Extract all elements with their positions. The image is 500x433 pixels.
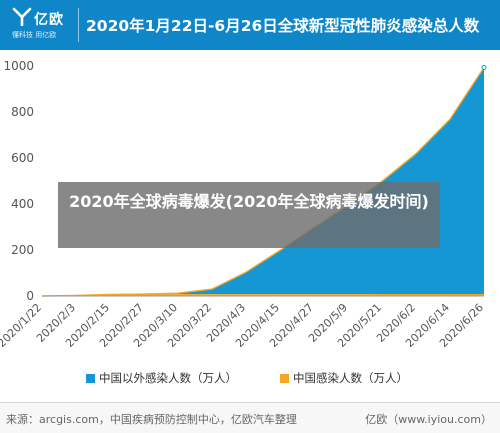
legend-swatch-outside-china <box>86 374 95 383</box>
logo-text: 亿欧 <box>34 12 64 28</box>
legend-label-china: 中国感染人数（万人） <box>293 371 408 385</box>
source-text: 来源：arcgis.com，中国疾病预防控制中心，亿欧汽车整理 <box>6 413 297 426</box>
y-tick-label: 200 <box>11 243 34 257</box>
legend-label-outside-china: 中国以外感染人数（万人） <box>99 371 237 385</box>
legend-item-china: 中国感染人数（万人） <box>280 370 408 386</box>
x-axis-labels: 2020/1/222020/2/32020/2/152020/2/272020/… <box>0 301 486 350</box>
site-text: 亿欧（www.iyiou.com） <box>365 413 492 426</box>
y-tick-label: 800 <box>11 105 34 119</box>
series-layer <box>41 64 487 297</box>
y-axis-labels: 0 200 400 600 800 1000 <box>3 59 34 303</box>
series-end-point <box>481 64 487 70</box>
y-tick-label: 400 <box>11 197 34 211</box>
source-footer: 来源：arcgis.com，中国疾病预防控制中心，亿欧汽车整理 亿欧（www.i… <box>0 402 500 433</box>
y-tick-label: 600 <box>11 151 34 165</box>
legend-item-outside-china: 中国以外感染人数（万人） <box>86 370 237 386</box>
overlay-caption: 2020年全球病毒爆发(2020年全球病毒爆发时间) <box>58 182 440 248</box>
logo-mark-icon <box>12 7 32 26</box>
chart-header: 亿欧 懂科技 用亿欧 2020年1月22日-6月26日全球新型冠性肺炎感染总人数 <box>0 0 500 50</box>
series-line-outside-china <box>41 67 485 297</box>
iyiou-logo: 亿欧 懂科技 用亿欧 <box>12 6 70 44</box>
y-tick-label: 0 <box>26 289 34 303</box>
header-divider <box>78 8 79 42</box>
y-tick-label: 1000 <box>3 59 34 73</box>
logo-subtitle: 懂科技 用亿欧 <box>12 31 57 39</box>
chart-legend: 中国以外感染人数（万人） 中国感染人数（万人） <box>0 368 500 388</box>
chart-title: 2020年1月22日-6月26日全球新型冠性肺炎感染总人数 <box>86 17 480 35</box>
x-tick-label: 2020/1/22 <box>0 301 44 350</box>
legend-swatch-china <box>280 374 289 383</box>
